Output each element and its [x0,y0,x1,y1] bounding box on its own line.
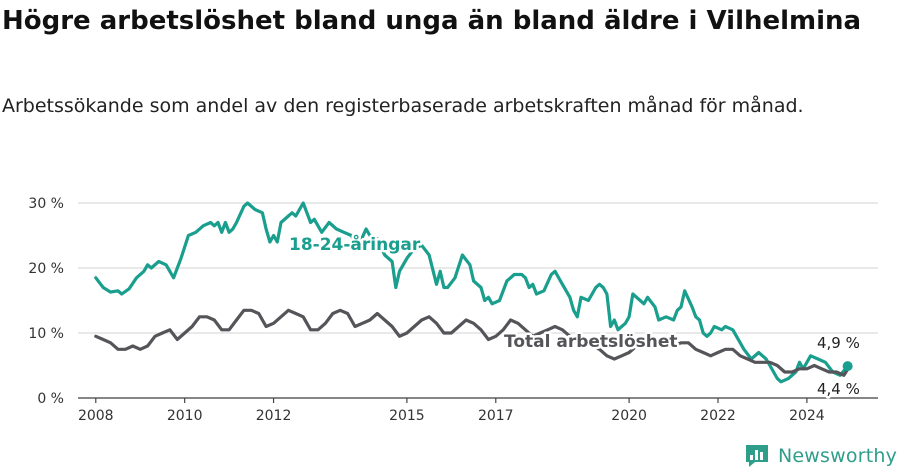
y-tick-label: 0 % [37,391,64,407]
series-label-youth: 18-24-åringar [289,233,421,255]
axes: 0 % 10 % 20 % 30 % 2008 2010 2012 2015 2017 2020 2… [28,196,878,424]
series-label-total: Total arbetslöshet [504,332,678,352]
series-labels: 18-24-åringar Total arbetslöshet 4,9 % 4,4 … [287,231,863,401]
x-tick-label: 2020 [611,408,647,424]
x-tick-label: 2022 [700,408,736,424]
brand-name: Newsworthy [778,445,898,467]
x-tick-label: 2010 [167,408,203,424]
series-line-2 [94,308,850,377]
x-tick-label: 2008 [78,408,114,424]
y-tick-label: 10 % [28,326,64,342]
x-tick-label: 2024 [789,408,825,424]
series-lines [94,201,853,384]
series-line-1 [94,201,850,384]
newsworthy-brand: Newsworthy [744,442,897,470]
chart-subtitle: Arbetssökande som andel av den registerb… [2,95,804,117]
x-tick-label: 2015 [389,408,425,424]
end-value-youth: 4,9 % [817,334,860,352]
end-value-total: 4,4 % [817,380,860,398]
newsworthy-logo-icon [746,445,768,467]
y-tick-label: 20 % [28,261,64,277]
series-end-marker [842,361,853,372]
y-tick-label: 30 % [28,196,64,212]
chart-title: Högre arbetslöshet bland unga än bland ä… [2,6,862,36]
x-tick-label: 2012 [256,408,292,424]
x-tick-label: 2017 [478,408,514,424]
